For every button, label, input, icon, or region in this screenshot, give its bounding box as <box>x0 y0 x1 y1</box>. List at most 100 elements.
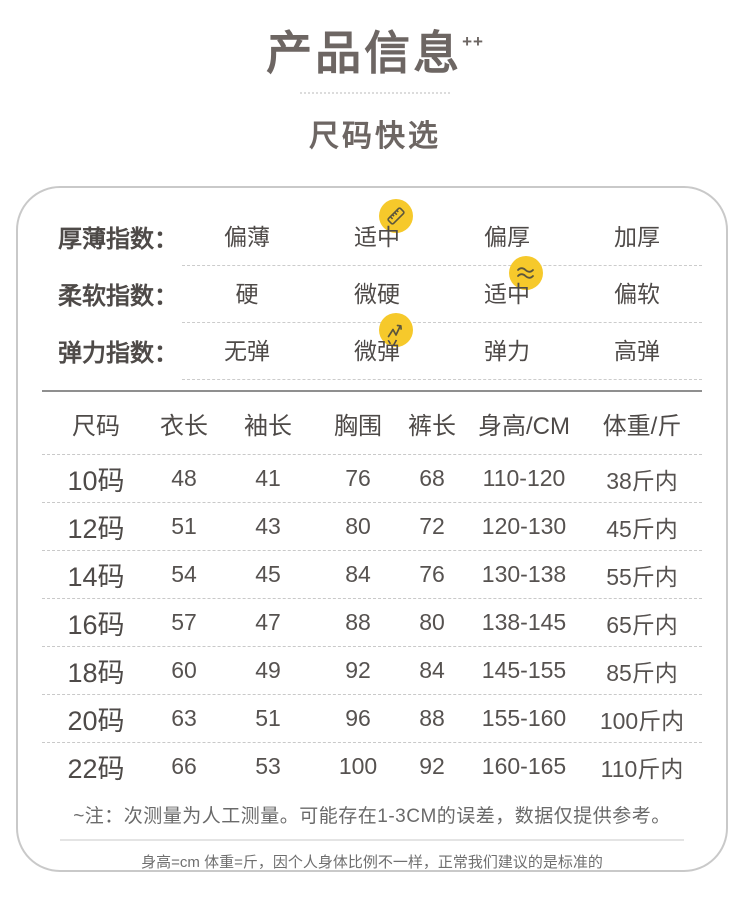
table-cell: 88 <box>345 609 371 635</box>
index-value: 适中 <box>442 256 572 309</box>
size-label-cell: 22码 <box>67 754 125 784</box>
table-cell: 120-130 <box>481 513 567 539</box>
index-value-label: 微弹 <box>354 338 400 364</box>
index-value: 适中 <box>312 199 442 252</box>
table-cell: 43 <box>255 513 281 539</box>
table-cell: 72 <box>419 513 445 539</box>
measurement-note: ~注：次测量为人工测量。可能存在1-3CM的误差，数据仅提供参考。 <box>73 806 671 827</box>
table-cell: 155-160 <box>481 705 567 731</box>
table-cell: 92 <box>419 753 445 779</box>
table-cell: 76 <box>345 465 371 491</box>
stretch-icon <box>379 313 413 347</box>
table-cell: 85斤内 <box>606 659 678 686</box>
index-row: 柔软指数： 硬 微硬 适中 偏软 <box>42 256 702 323</box>
section-subtitle: 尺码快选 <box>309 119 441 153</box>
index-value-label: 弹力 <box>484 338 530 364</box>
table-cell: 66 <box>171 753 197 779</box>
table-cell: 145-155 <box>481 657 567 683</box>
table-cell: 84 <box>419 657 445 683</box>
column-header: 袖长 <box>244 412 292 440</box>
table-cell: 47 <box>255 609 281 635</box>
section-divider <box>42 390 702 392</box>
table-cell: 54 <box>171 561 197 587</box>
size-label-cell: 10码 <box>67 466 125 496</box>
size-advice-note: 身高=cm 体重=斤，因个人身体比例不一样，正常我们建议的是标准的 <box>141 854 603 871</box>
table-cell: 60 <box>171 657 197 683</box>
note-divider <box>60 839 684 841</box>
index-value-label: 硬 <box>235 281 259 307</box>
index-value: 偏软 <box>572 275 702 309</box>
title-superscript: ++ <box>462 32 484 51</box>
column-header: 裤长 <box>408 412 456 440</box>
index-value-label: 微硬 <box>354 281 400 307</box>
page-title-text: 产品信息 <box>266 27 463 79</box>
index-value: 弹力 <box>442 332 572 366</box>
index-value: 偏厚 <box>442 218 572 252</box>
table-cell: 80 <box>419 609 445 635</box>
size-label-cell: 20码 <box>67 706 125 736</box>
table-cell: 68 <box>419 465 445 491</box>
table-cell: 45斤内 <box>606 515 678 542</box>
table-cell: 63 <box>171 705 197 731</box>
index-value: 无弹 <box>182 332 312 366</box>
table-cell: 92 <box>345 657 371 683</box>
index-values: 偏薄 适中 偏厚 加厚 <box>182 199 702 266</box>
column-header: 胸围 <box>334 412 382 440</box>
size-table: 尺码 衣长 袖长 胸围 裤长 身高/CM 体重/斤 10码 48 41 76 68 110-120 38斤… <box>42 392 702 790</box>
index-value: 加厚 <box>572 218 702 252</box>
index-value-label: 无弹 <box>224 338 270 364</box>
table-cell: 53 <box>255 753 281 779</box>
table-cell: 51 <box>171 513 197 539</box>
table-cell: 88 <box>419 705 445 731</box>
page-header: 产品信息++ 尺码快选 <box>0 0 750 155</box>
title-divider <box>300 91 450 94</box>
table-cell: 84 <box>345 561 371 587</box>
table-cell: 138-145 <box>481 609 567 635</box>
table-row: 16码 57 47 88 80 138-145 65斤内 <box>42 599 702 647</box>
table-cell: 45 <box>255 561 281 587</box>
page-title: 产品信息++ <box>0 28 750 79</box>
table-cell: 65斤内 <box>606 611 678 638</box>
table-cell: 110斤内 <box>600 755 684 782</box>
index-value-label: 偏薄 <box>224 224 270 250</box>
index-row: 弹力指数： 无弹 微弹 弹力 高弹 <box>42 313 702 380</box>
index-values: 无弹 微弹 弹力 高弹 <box>182 313 702 380</box>
table-row: 18码 60 49 92 84 145-155 85斤内 <box>42 647 702 695</box>
index-value-label: 适中 <box>484 281 530 307</box>
table-row: 12码 51 43 80 72 120-130 45斤内 <box>42 503 702 551</box>
column-header: 衣长 <box>160 412 208 440</box>
index-value-label: 高弹 <box>614 338 660 364</box>
table-cell: 76 <box>419 561 445 587</box>
table-cell: 130-138 <box>481 561 567 587</box>
index-value: 偏薄 <box>182 218 312 252</box>
index-value: 微硬 <box>312 275 442 309</box>
index-label: 弹力指数： <box>58 340 178 367</box>
column-header: 身高/CM <box>478 412 570 440</box>
table-cell: 57 <box>171 609 197 635</box>
table-cell: 48 <box>171 465 197 491</box>
ruler-icon <box>379 199 413 233</box>
table-row: 20码 63 51 96 88 155-160 100斤内 <box>42 695 702 743</box>
table-cell: 100 <box>338 753 378 779</box>
size-label-cell: 16码 <box>67 610 125 640</box>
table-cell: 80 <box>345 513 371 539</box>
size-label-cell: 12码 <box>67 514 125 544</box>
size-label-cell: 14码 <box>67 562 125 592</box>
column-header: 尺码 <box>72 412 120 440</box>
table-cell: 51 <box>255 705 281 731</box>
index-label: 柔软指数： <box>58 283 178 310</box>
table-cell: 110-120 <box>482 465 566 491</box>
index-value: 高弹 <box>572 332 702 366</box>
softness-wave-icon <box>509 256 543 290</box>
index-label: 厚薄指数： <box>58 226 178 253</box>
table-cell: 96 <box>345 705 371 731</box>
size-label-cell: 18码 <box>67 658 125 688</box>
table-cell: 38斤内 <box>606 467 678 494</box>
table-cell: 41 <box>255 465 281 491</box>
index-value-label: 偏软 <box>614 281 660 307</box>
table-header-row: 尺码 衣长 袖长 胸围 裤长 身高/CM 体重/斤 <box>42 392 702 455</box>
size-info-card: 厚薄指数： 偏薄 适中 偏厚 加厚 柔软指数：硬微硬 适中 偏软 弹力指数： 无弹 微弹 弹力 高弹 尺… <box>16 186 728 872</box>
index-values: 硬 微硬 适中 偏软 <box>182 256 702 323</box>
table-cell: 100斤内 <box>599 707 685 734</box>
index-section: 厚薄指数： 偏薄 适中 偏厚 加厚 柔软指数：硬微硬 适中 偏软 弹力指数： 无弹 微弹 弹力 高弹 <box>42 199 702 380</box>
